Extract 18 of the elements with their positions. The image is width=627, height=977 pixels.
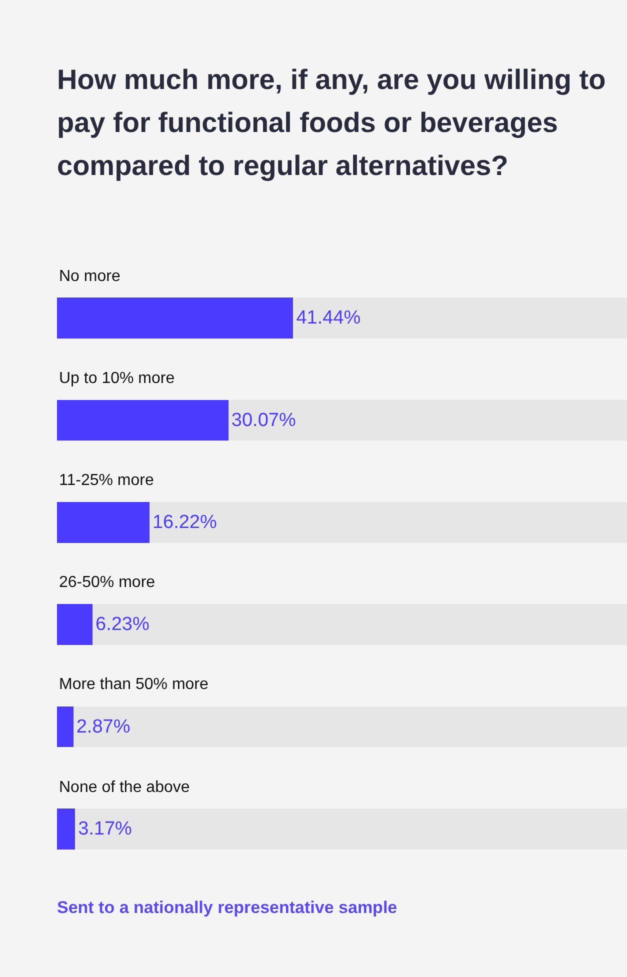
text: Sent to a nationally representative sample — [57, 898, 398, 918]
bar — [57, 502, 150, 543]
bar — [57, 604, 93, 646]
data-label: 30.07% — [231, 410, 296, 431]
bar — [57, 706, 74, 748]
chart-title: How much more, if any, are you willing to pay for functional foods or beverages compared to regular alternatives? — [57, 63, 607, 183]
data-label: 41.44% — [296, 308, 361, 329]
y-tick-label: 11-25% more — [59, 472, 154, 489]
data-label: 3.17% — [78, 818, 132, 840]
y-tick-label: Up to 10% more — [59, 370, 175, 387]
y-tick-label: No more — [59, 268, 120, 285]
y-tick-label: None of the above — [59, 779, 190, 796]
y-tick-label: More than 50% more — [59, 676, 209, 693]
bar — [57, 808, 76, 850]
y-tick-label: 26-50% more — [59, 574, 156, 591]
data-label: 2.87% — [76, 716, 130, 738]
data-label: 6.23% — [96, 614, 150, 636]
data-label: 16.22% — [152, 512, 217, 533]
